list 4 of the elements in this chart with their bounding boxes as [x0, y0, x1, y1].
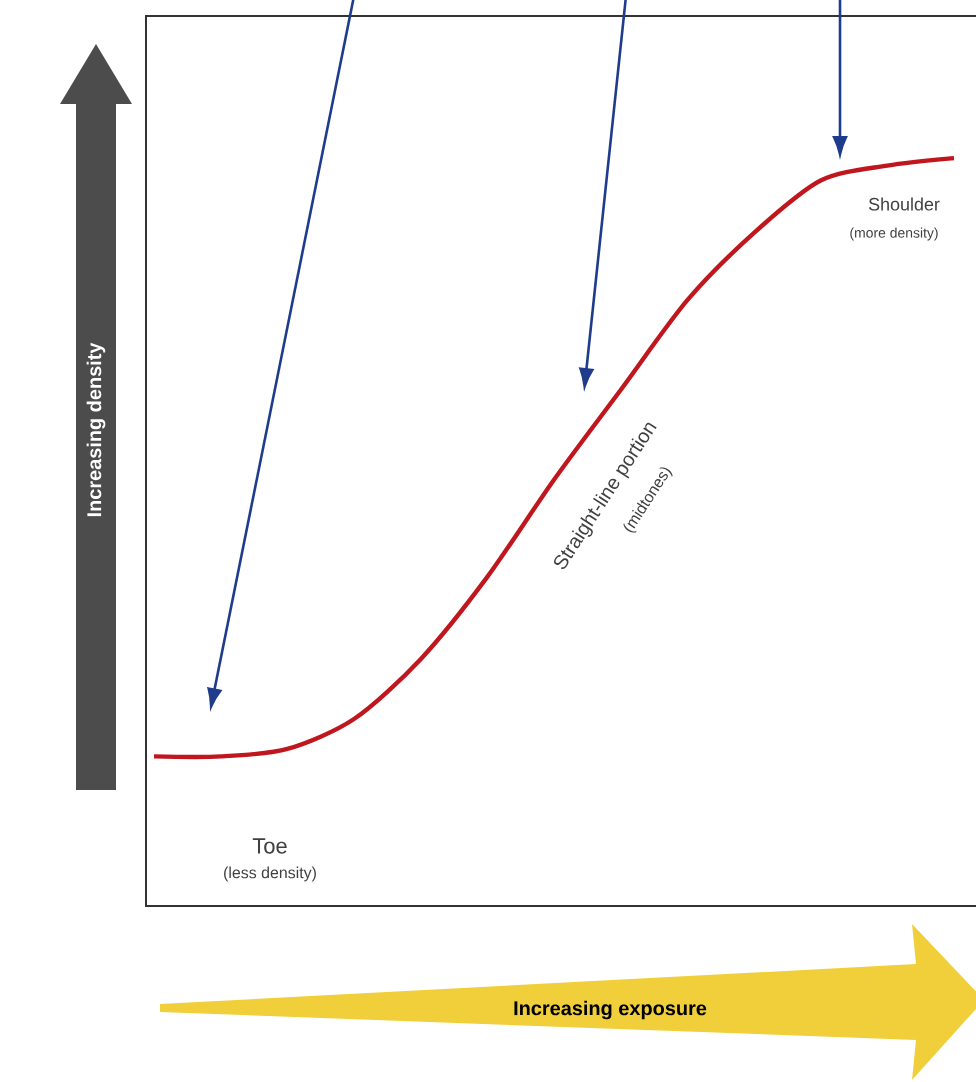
annotation: Shoulder [868, 197, 940, 211]
x-axis-title: Increasing exposure [514, 1000, 707, 1020]
y-axis-title: Increasing density [86, 342, 106, 517]
annotation: Toe [252, 838, 287, 854]
